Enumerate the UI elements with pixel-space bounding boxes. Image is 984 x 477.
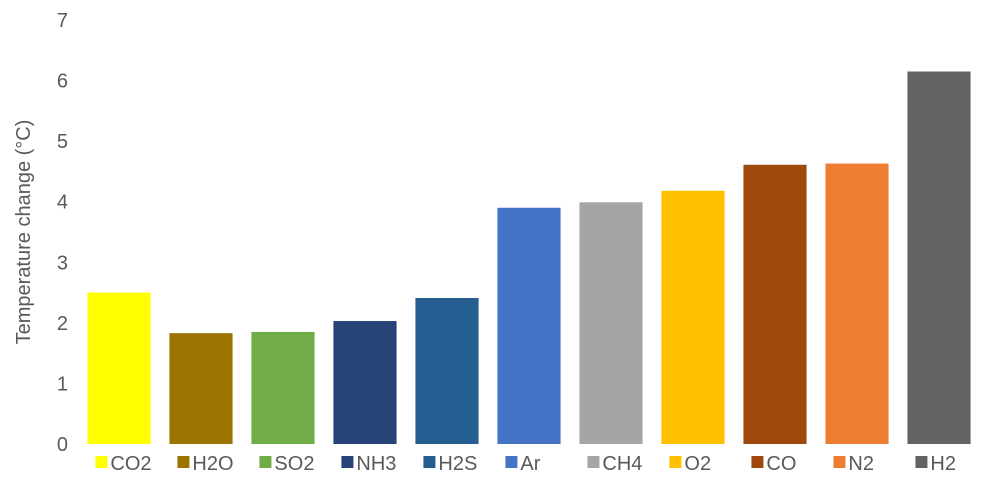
y-axis-label: Temperature change (°C) <box>13 120 35 345</box>
legend-label-ch4: CH4 <box>602 453 642 475</box>
bar-ar <box>497 207 561 444</box>
legend-swatch-h2 <box>915 456 928 468</box>
legend-label-o2: O2 <box>684 453 711 475</box>
legend-label-ar: Ar <box>520 453 540 475</box>
legend-label-h2: H2 <box>930 453 956 475</box>
y-tick-label: 4 <box>57 192 68 214</box>
y-tick-label: 0 <box>57 434 68 456</box>
bar-o2 <box>661 190 725 444</box>
legend-swatch-nh3 <box>341 456 354 468</box>
legend-label-co2: CO2 <box>110 453 151 475</box>
bar-h2s <box>415 298 479 444</box>
legend-swatch-n2 <box>833 456 846 468</box>
bar-n2 <box>825 163 889 445</box>
legend-swatch-co <box>751 456 764 468</box>
bar-co2 <box>87 292 151 444</box>
legend-label-co: CO <box>766 453 796 475</box>
legend-swatch-h2o <box>177 456 190 468</box>
legend-swatch-so2 <box>259 456 272 468</box>
legend-swatch-co2 <box>95 456 108 468</box>
y-tick-label: 2 <box>57 313 68 335</box>
legend-swatch-o2 <box>669 456 682 468</box>
legend-swatch-ar <box>505 456 518 468</box>
y-tick-label: 3 <box>57 252 68 274</box>
bar-co <box>743 164 807 444</box>
legend-label-nh3: NH3 <box>356 453 396 475</box>
y-tick-label: 1 <box>57 373 68 395</box>
legend-swatch-h2s <box>423 456 436 468</box>
legend-label-h2o: H2O <box>192 453 233 475</box>
legend-label-h2s: H2S <box>438 453 477 475</box>
legend-label-n2: N2 <box>848 453 874 475</box>
bar-h2 <box>907 71 971 445</box>
y-tick-label: 6 <box>57 71 68 93</box>
bar-ch4 <box>579 202 643 444</box>
y-axis-ticks: 0 1 2 3 4 5 6 7 <box>57 10 68 456</box>
bar-h2o <box>169 333 233 444</box>
bar-so2 <box>251 331 315 444</box>
legend-label-so2: SO2 <box>274 453 314 475</box>
y-tick-label: 7 <box>57 10 68 32</box>
legend-swatch-ch4 <box>587 456 600 468</box>
bar-nh3 <box>333 321 397 444</box>
legend: CO2 H2O SO2 NH3 H2S Ar CH4 O2 CO N2 H2 <box>95 453 956 475</box>
y-tick-label: 5 <box>57 131 68 153</box>
bars <box>87 71 971 445</box>
